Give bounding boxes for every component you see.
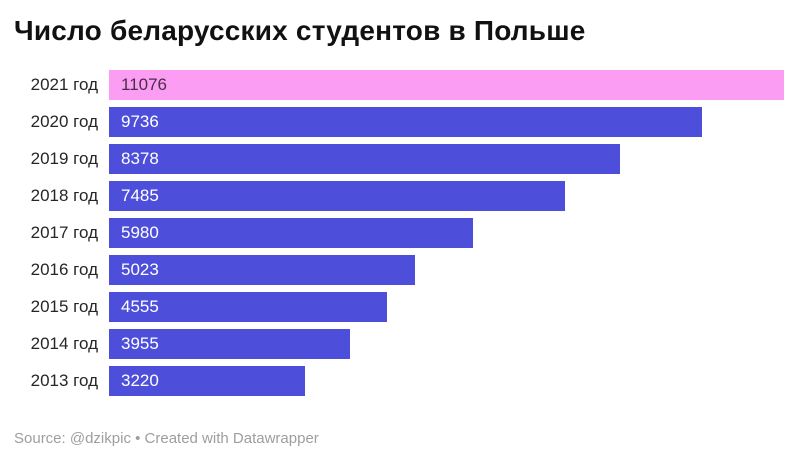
chart-title: Число беларусских студентов в Польше [14,15,586,46]
category-label: 2014 год [30,333,98,353]
bar-row: 2018 год 7485 [14,180,784,211]
category-label: 2020 год [30,111,98,131]
category-label: 2016 год [30,259,98,279]
bar: 11076 [109,69,784,100]
value-label: 3220 [121,370,159,390]
bar-row: 2016 год 5023 [14,254,784,285]
bar-row: 2020 год 9736 [14,106,784,137]
bar-track: 9736 [109,106,784,137]
bar: 8378 [109,143,620,174]
bar-track: 11076 [109,69,784,100]
bar-track: 7485 [109,180,784,211]
category-label: 2021 год [30,74,98,94]
bar: 9736 [109,106,703,137]
bar-chart: 2021 год 11076 2020 год 9736 2019 год 83… [14,69,784,403]
bar-row: 2021 год 11076 [14,69,784,100]
bar-track: 5980 [109,217,784,248]
value-label: 9736 [121,111,159,131]
bar-track: 4555 [109,291,784,322]
value-label: 5023 [121,259,159,279]
value-label: 3955 [121,333,159,353]
value-label: 7485 [121,185,159,205]
bar: 5980 [109,217,474,248]
bar: 4555 [109,291,387,322]
bar-row: 2015 год 4555 [14,291,784,322]
bar-track: 3955 [109,328,784,359]
bar-row: 2014 год 3955 [14,328,784,359]
bar: 7485 [109,180,566,211]
bar: 5023 [109,254,416,285]
value-label: 5980 [121,222,159,242]
category-label: 2013 год [30,370,98,390]
bar-track: 3220 [109,365,784,396]
value-label: 11076 [121,74,168,94]
bar: 3220 [109,365,306,396]
bar-row: 2013 год 3220 [14,365,784,396]
source-note: Source: @dzikpic • Created with Datawrap… [14,429,319,447]
value-label: 8378 [121,148,159,168]
bar-row: 2017 год 5980 [14,217,784,248]
category-label: 2019 год [30,148,98,168]
bar: 3955 [109,328,351,359]
category-label: 2015 год [30,296,98,316]
bar-track: 5023 [109,254,784,285]
bar-row: 2019 год 8378 [14,143,784,174]
bar-track: 8378 [109,143,784,174]
category-label: 2017 год [30,222,98,242]
value-label: 4555 [121,296,159,316]
category-label: 2018 год [30,185,98,205]
